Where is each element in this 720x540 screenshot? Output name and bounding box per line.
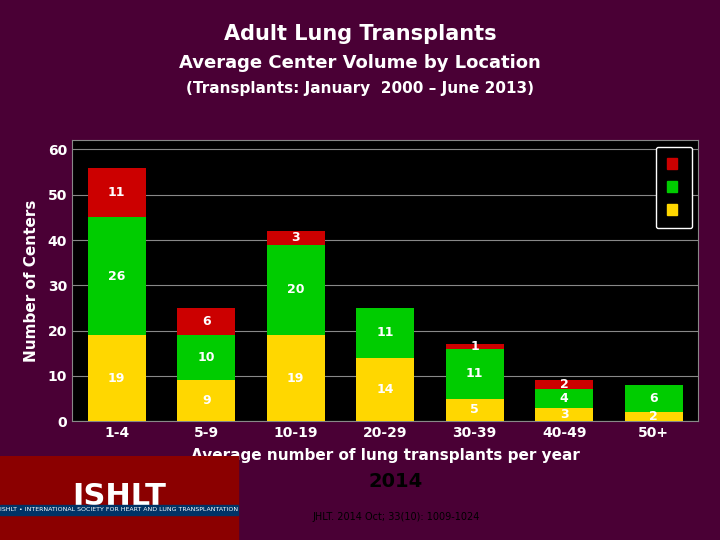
Text: 4: 4 — [559, 392, 569, 405]
Bar — [356, 358, 414, 421]
Text: 3: 3 — [560, 408, 569, 421]
Y-axis label: Number of Centers: Number of Centers — [24, 200, 40, 362]
Bar — [88, 335, 146, 421]
Bar — [0, 505, 238, 515]
Text: (Transplants: January  2000 – June 2013): (Transplants: January 2000 – June 2013) — [186, 81, 534, 96]
Text: 6: 6 — [649, 392, 658, 405]
Bar — [177, 308, 235, 335]
Text: ISHLT: ISHLT — [72, 482, 166, 511]
Bar — [177, 335, 235, 381]
Text: Adult Lung Transplants: Adult Lung Transplants — [224, 24, 496, 44]
Bar — [266, 245, 325, 335]
Text: ISHLT • INTERNATIONAL SOCIETY FOR HEART AND LUNG TRANSPLANTATION: ISHLT • INTERNATIONAL SOCIETY FOR HEART … — [0, 508, 238, 512]
Bar — [446, 399, 504, 421]
Bar — [0, 456, 238, 540]
Text: 11: 11 — [466, 367, 483, 380]
Text: 3: 3 — [292, 231, 300, 244]
Bar — [88, 167, 146, 218]
Text: 6: 6 — [202, 315, 210, 328]
Text: 1: 1 — [470, 340, 479, 353]
Text: 2014: 2014 — [369, 472, 423, 491]
Bar — [356, 308, 414, 358]
Bar — [535, 389, 593, 408]
Legend: , , : , , — [656, 147, 692, 228]
Bar — [446, 344, 504, 349]
Text: 5: 5 — [470, 403, 479, 416]
Text: 14: 14 — [377, 383, 394, 396]
Bar — [177, 381, 235, 421]
Bar — [266, 231, 325, 245]
Bar — [535, 408, 593, 421]
Text: 2: 2 — [649, 410, 658, 423]
Bar — [535, 381, 593, 389]
Text: 9: 9 — [202, 394, 210, 407]
Text: 19: 19 — [287, 372, 305, 384]
X-axis label: Average number of lung transplants per year: Average number of lung transplants per y… — [191, 448, 580, 463]
Bar — [624, 385, 683, 412]
Text: JHLT. 2014 Oct; 33(10): 1009-1024: JHLT. 2014 Oct; 33(10): 1009-1024 — [312, 511, 480, 522]
Text: Average Center Volume by Location: Average Center Volume by Location — [179, 54, 541, 72]
Bar — [88, 218, 146, 335]
Text: 11: 11 — [377, 326, 394, 339]
Text: 11: 11 — [108, 186, 125, 199]
Text: 19: 19 — [108, 372, 125, 384]
Text: 26: 26 — [108, 270, 125, 283]
Text: 2: 2 — [559, 379, 569, 392]
Text: 20: 20 — [287, 284, 305, 296]
Bar — [266, 335, 325, 421]
Bar — [446, 349, 504, 399]
Text: 10: 10 — [197, 352, 215, 365]
Bar — [624, 412, 683, 421]
